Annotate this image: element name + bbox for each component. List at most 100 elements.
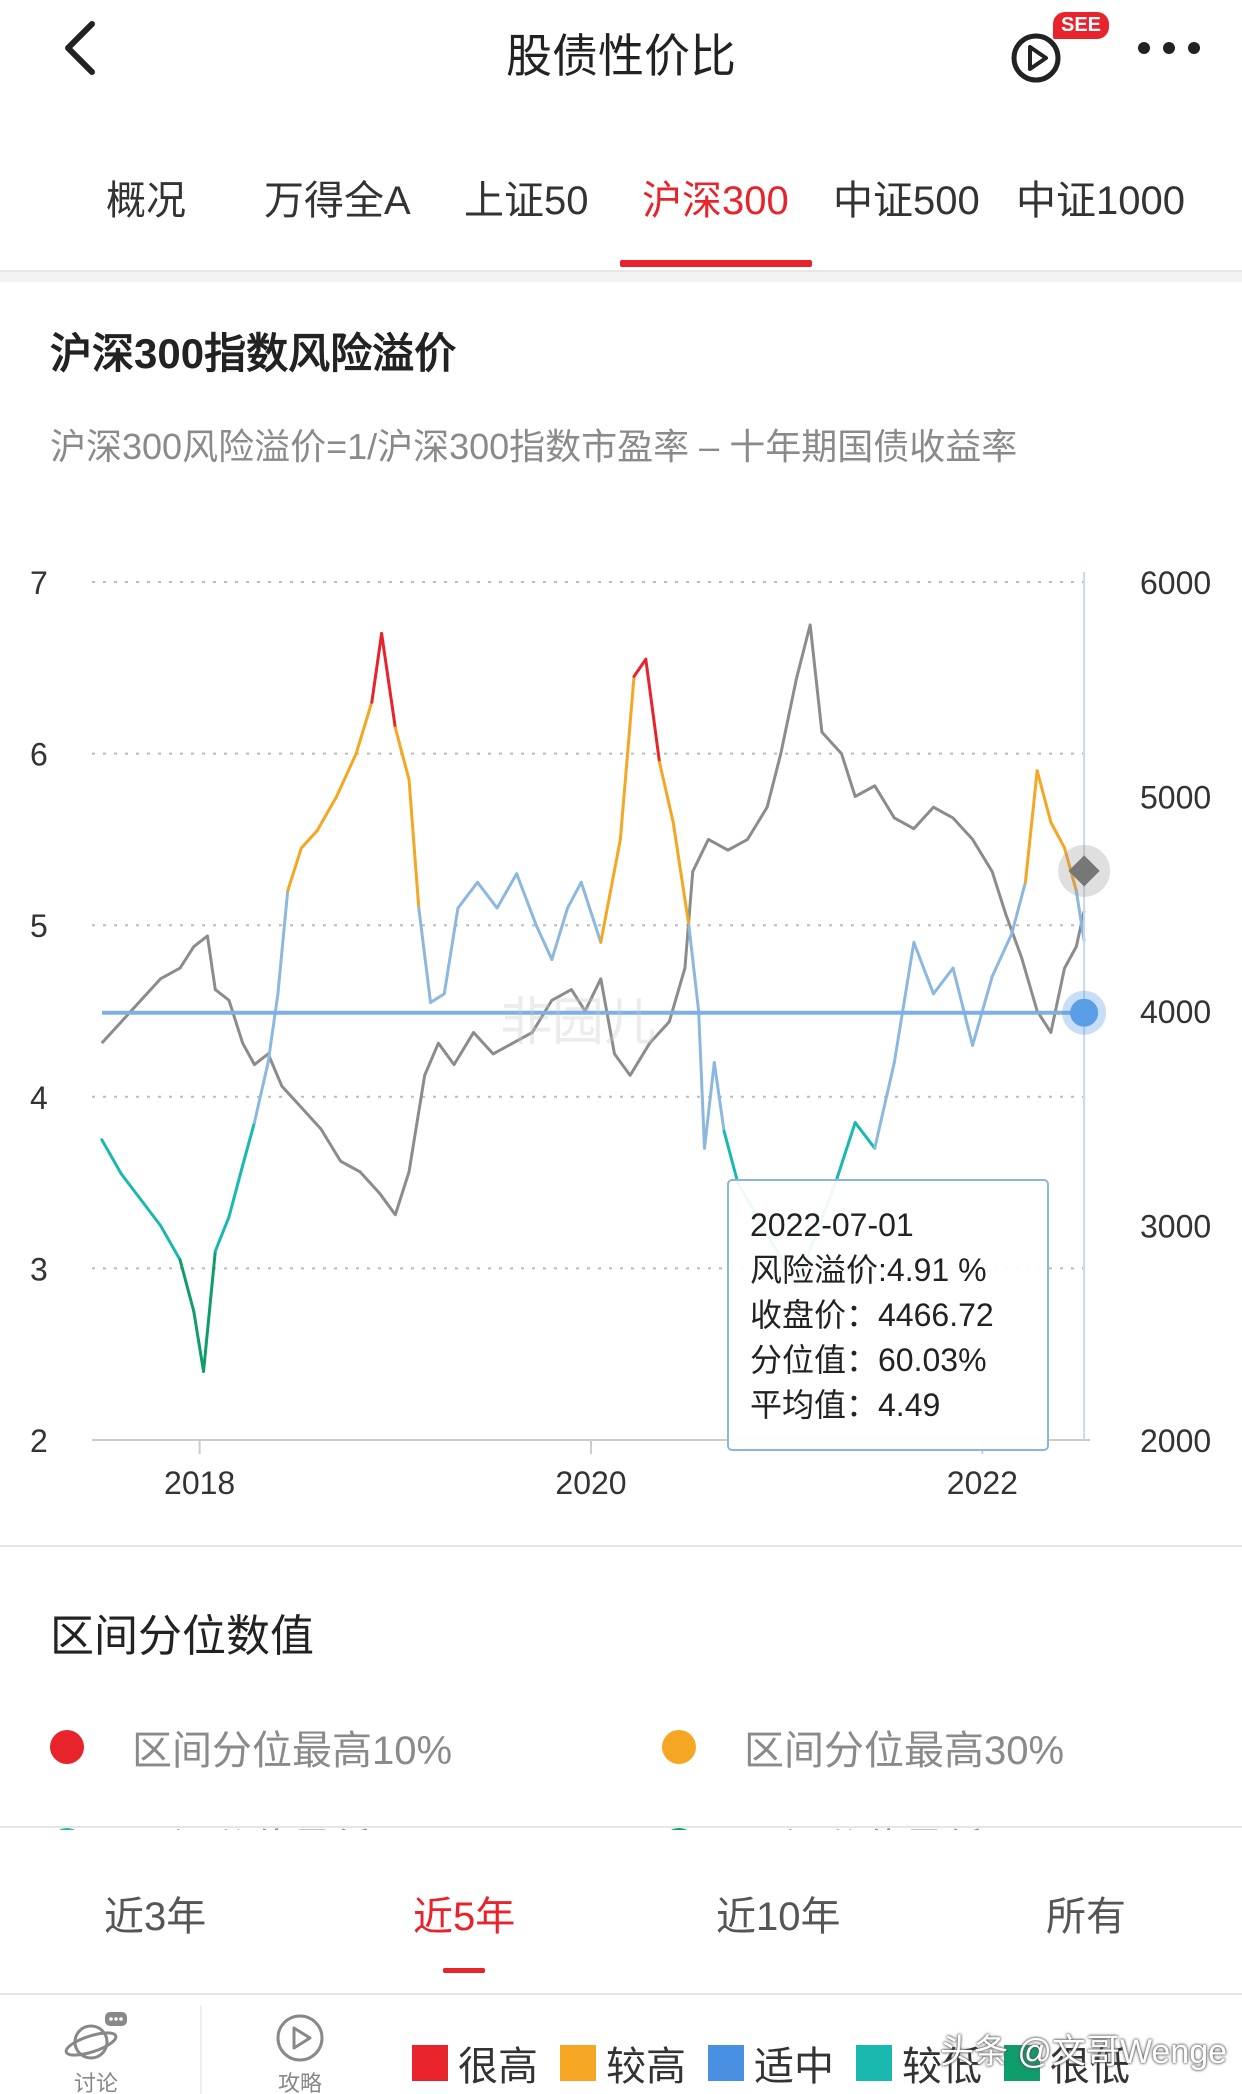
nav-guide[interactable]: 攻略	[240, 2010, 360, 2094]
legend-item: 区间分位最低30%	[50, 1816, 452, 1830]
legend-item: 区间分位最高30%	[662, 1718, 1064, 1776]
planet-chat-icon	[64, 2012, 127, 2060]
author-watermark: 头条 @文哥Wenge	[940, 2033, 1228, 2071]
band-label: 很低	[1050, 2045, 1130, 2089]
risk-premium-segment	[192, 1309, 206, 1373]
risk-premium-segment	[566, 880, 583, 910]
nav-discuss[interactable]: 讨论	[36, 2010, 156, 2094]
risk-premium-segment	[495, 872, 519, 910]
orange-swatch-icon	[560, 2045, 596, 2081]
legend-item: 区间分位最低10%	[662, 1816, 1064, 1830]
legend-label: 区间分位最低10%	[744, 1816, 1064, 1830]
risk-premium-segment	[951, 966, 975, 1047]
legend-section-title: 区间分位数值	[50, 1612, 314, 1661]
y-right-tick-label: 4000	[1140, 994, 1211, 1030]
band-legend-item: 较低	[856, 2034, 982, 2092]
risk-premium-chart[interactable]: 7 6 5 4 3 2 6000 5000 4000 3000 2000 2018 2020 2022 20…	[0, 540, 1242, 1540]
y-left-tick-label: 2	[30, 1423, 48, 1459]
play-guide-icon	[276, 2014, 324, 2062]
tab-wind-all-a[interactable]: 万得全A	[264, 179, 411, 223]
risk-premium-segment	[579, 880, 603, 944]
tooltip-line: 分位值：60.03%	[750, 1342, 987, 1378]
band-label: 适中	[754, 2045, 834, 2089]
tab-sse50[interactable]: 上证50	[464, 179, 589, 223]
legend-overflow-row: 区间分位最低30% 区间分位最低10%	[0, 1790, 1242, 1830]
band-legend-item: 较高	[560, 2034, 686, 2092]
y-left-tick-label: 3	[30, 1251, 48, 1287]
risk-premium-segment	[534, 923, 554, 962]
range-tab-5y[interactable]: 近5年	[413, 1895, 516, 1939]
back-arrow-icon[interactable]	[52, 18, 112, 78]
risk-premium-segment	[990, 932, 1014, 979]
index-tab-bar: 概况 万得全A 上证50 沪深300 中证500 中证1000	[0, 150, 1242, 270]
risk-premium-segment	[393, 726, 411, 781]
risk-premium-segment	[266, 992, 280, 1064]
risk-premium-segment	[912, 940, 935, 996]
risk-premium-segment	[100, 1138, 123, 1176]
tab-overview[interactable]: 概况	[106, 179, 186, 223]
risk-premium-segment	[702, 1060, 716, 1150]
y-right-tick-label: 3000	[1140, 1209, 1211, 1245]
tooltip-line: 平均值：4.49	[750, 1387, 940, 1423]
blue-swatch-icon	[708, 2045, 744, 2081]
band-legend-item: 很低	[1004, 2034, 1130, 2092]
nav-label: 攻略	[277, 2071, 322, 2094]
risk-premium-segment	[286, 846, 303, 893]
x-tick-label: 2022	[947, 1465, 1018, 1501]
risk-premium-segment	[202, 1249, 217, 1373]
range-tab-3y[interactable]: 近3年	[104, 1895, 207, 1939]
y-left-tick-label: 4	[30, 1080, 48, 1116]
risk-premium-segment	[429, 992, 446, 1004]
risk-premium-segment	[442, 906, 460, 996]
risk-premium-segment	[252, 1060, 270, 1125]
legend-label: 区间分位最高10%	[132, 1729, 453, 1773]
red-dot-icon	[50, 1730, 84, 1764]
risk-premium-segment	[1074, 889, 1086, 943]
tooltip-box	[727, 1179, 1049, 1451]
see-video-button[interactable]: SEE	[1008, 12, 1110, 92]
bottom-band-legend: 很高 较高 适中 较低 很低	[412, 2034, 1152, 2092]
risk-premium-segment	[644, 657, 661, 764]
tab-csi1000[interactable]: 中证1000	[1016, 179, 1185, 223]
formula-subtitle: 沪深300风险溢价=1/沪深300指数市盈率 – 十年期国债收益率	[50, 426, 1018, 467]
risk-premium-segment	[299, 829, 319, 850]
risk-premium-segment	[1010, 880, 1027, 936]
band-legend-item: 适中	[708, 2034, 834, 2092]
y-right-tick-label: 5000	[1140, 780, 1211, 816]
risk-premium-segment	[712, 1060, 726, 1133]
risk-premium-segment	[354, 700, 374, 756]
teal-dot-icon	[50, 1828, 84, 1830]
risk-premium-segment	[697, 1009, 706, 1150]
active-range-indicator	[443, 1968, 485, 1973]
divider	[0, 1993, 1242, 1995]
risk-premium-segment	[276, 889, 290, 996]
more-options-icon[interactable]	[1136, 28, 1206, 68]
legend-item: 区间分位最高10%	[50, 1718, 452, 1776]
green-dot-icon	[662, 1828, 696, 1830]
risk-premium-segment	[417, 906, 433, 1004]
band-legend-item: 很高	[412, 2034, 538, 2092]
page-title: 股债性价比	[506, 30, 736, 82]
legend-label: 区间分位最高30%	[744, 1729, 1065, 1773]
top-bar: 股债性价比 SEE	[0, 0, 1242, 100]
y-right-tick-label: 6000	[1140, 565, 1211, 601]
risk-premium-segment	[671, 820, 691, 927]
risk-premium-segment	[599, 837, 622, 944]
range-tab-10y[interactable]: 近10年	[716, 1895, 841, 1939]
risk-premium-segment	[158, 1224, 182, 1262]
tab-csi500[interactable]: 中证500	[833, 179, 980, 223]
risk-premium-segment	[657, 760, 675, 824]
band-label: 很高	[458, 2045, 538, 2089]
x-tick-label: 2020	[555, 1465, 626, 1501]
tab-csi300[interactable]: 沪深300	[642, 179, 789, 223]
risk-premium-segment	[931, 966, 955, 996]
tooltip-line: 收盘价：4466.72	[750, 1297, 994, 1333]
risk-premium-segment	[241, 1121, 256, 1167]
green-swatch-icon	[1004, 2045, 1040, 2081]
range-tab-all[interactable]: 所有	[1046, 1895, 1126, 1939]
risk-premium-segment	[315, 795, 339, 833]
active-tab-indicator	[620, 260, 812, 267]
legend-label: 区间分位最低30%	[132, 1816, 452, 1830]
risk-premium-segment	[380, 631, 397, 730]
y-left-tick-label: 5	[30, 908, 48, 944]
